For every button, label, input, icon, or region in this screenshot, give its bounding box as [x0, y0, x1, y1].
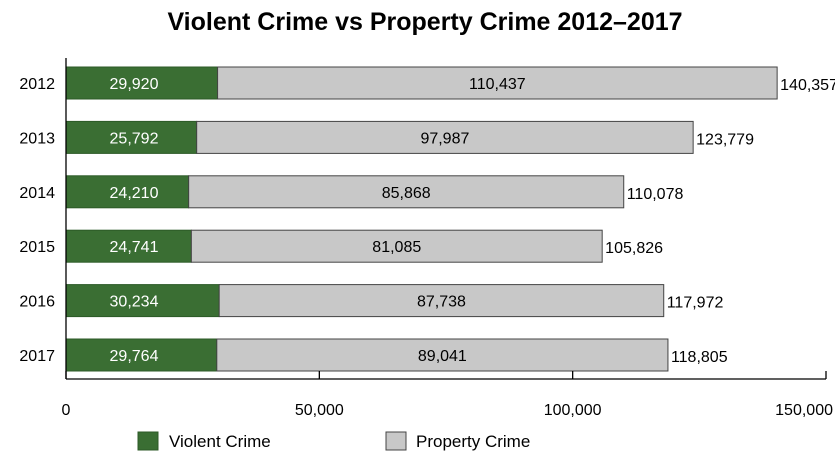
x-tick-label: 150,000	[775, 402, 833, 419]
bar-value-label-property: 97,987	[420, 130, 469, 147]
bar-violent-crime	[65, 120, 198, 154]
bar-value-label-property: 110,437	[469, 76, 526, 93]
bar-property-crime	[216, 338, 669, 372]
x-tick-label: 0	[62, 402, 71, 419]
bar-value-label-property: 85,868	[382, 185, 431, 202]
bar-value-label-violent: 24,210	[110, 185, 159, 202]
legend-swatch-violent-crime	[137, 431, 159, 451]
bar-property-crime	[218, 284, 665, 318]
legend-label-property-crime: Property Crime	[416, 432, 530, 451]
bar-total-label: 117,972	[667, 295, 724, 312]
x-tick-label: 50,000	[295, 402, 344, 419]
bar-value-label-violent: 29,920	[110, 76, 159, 93]
bar-total-label: 105,826	[605, 240, 663, 257]
category-label: 2016	[19, 294, 55, 311]
x-tick-label: 100,000	[544, 402, 602, 419]
axis-layer: 0 50,000 100,000 150,000	[62, 58, 833, 419]
bar-violent-crime	[65, 66, 219, 100]
bar-violent-crime	[65, 229, 192, 263]
bar-total-label: 110,078	[627, 186, 684, 203]
bar-value-label-violent: 25,792	[110, 130, 159, 147]
bar-value-label-property: 81,085	[372, 239, 421, 256]
category-label: 2017	[19, 348, 55, 365]
category-label: 2015	[19, 239, 55, 256]
bar-total-label: 118,805	[671, 349, 728, 366]
category-label: 2012	[19, 76, 55, 93]
category-label: 2014	[19, 185, 55, 202]
bar-value-label-violent: 24,741	[110, 239, 159, 256]
bars-layer: 2012 29,920 110,437 140,357 2013 25,792 97,987…	[19, 66, 835, 372]
chart-title: Violent Crime vs Property Crime 2012–201…	[167, 8, 682, 36]
bar-value-label-property: 89,041	[418, 348, 467, 365]
bar-value-label-violent: 30,234	[110, 294, 159, 311]
bar-value-label-violent: 29,764	[110, 348, 159, 365]
legend: Violent Crime Property Crime	[137, 431, 530, 451]
legend-label-violent-crime: Violent Crime	[169, 432, 271, 451]
category-label: 2013	[19, 130, 55, 147]
legend-swatch-property-crime	[385, 431, 407, 451]
bar-total-label: 140,357	[780, 77, 835, 94]
bar-violent-crime	[65, 175, 190, 209]
bar-property-crime	[217, 66, 778, 100]
bar-property-crime	[190, 229, 603, 263]
bar-property-crime	[188, 175, 625, 209]
bar-total-label: 123,779	[696, 131, 754, 148]
bar-value-label-property: 87,738	[417, 294, 466, 311]
bar-property-crime	[196, 120, 694, 154]
